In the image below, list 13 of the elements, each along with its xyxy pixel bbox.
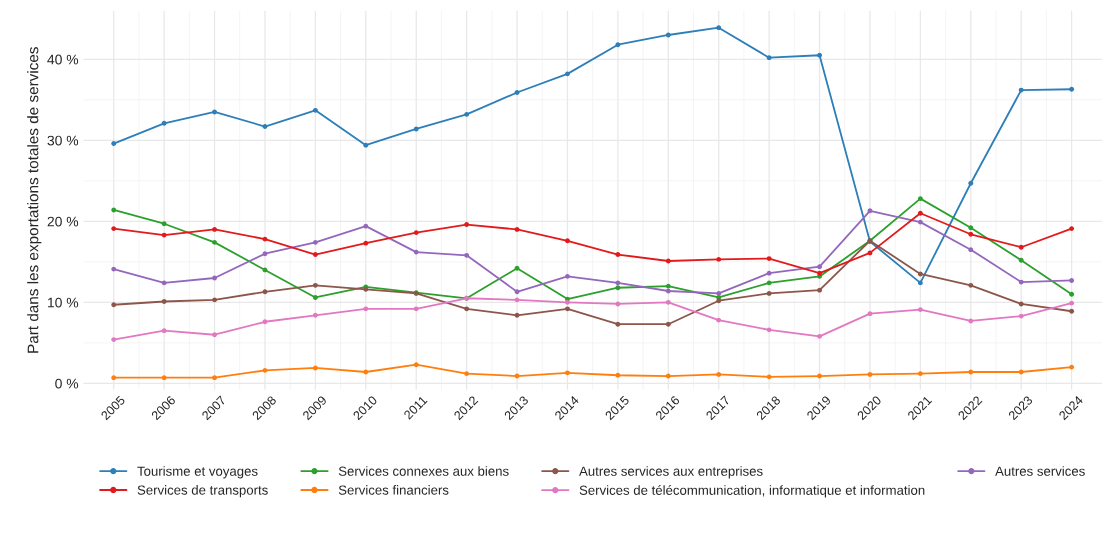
legend-label: Services de transports — [137, 485, 268, 498]
y-tick-label: 10 % — [48, 297, 79, 308]
y-axis-title: Part dans les exportations totales de services — [27, 47, 42, 353]
legend-label: Autres services aux entreprises — [579, 466, 763, 479]
legend-label: Services connexes aux biens — [338, 466, 509, 476]
y-tick-label: 30 % — [47, 135, 79, 146]
y-tick-label: 40 % — [47, 54, 79, 65]
legend-label: Services de télécommunication, informatique et information — [579, 485, 925, 498]
legend-label: Tourisme et voyages — [137, 466, 258, 479]
legend-label: Services financiers — [338, 485, 449, 495]
y-tick-label: 20 % — [47, 216, 79, 227]
y-tick-label: 0 % — [55, 378, 79, 389]
legend-label: Autres services — [995, 466, 1085, 476]
